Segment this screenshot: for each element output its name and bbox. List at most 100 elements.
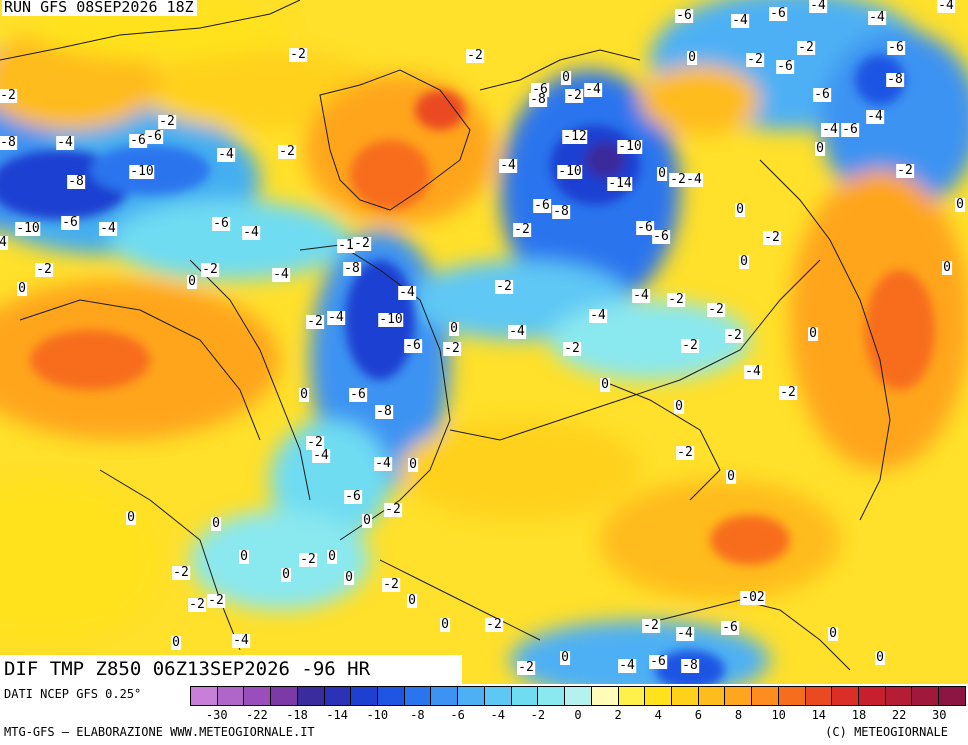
colorbar-tick-label: -30 [205,708,228,722]
colorbar-cell [351,687,379,705]
isoline-value-label: -4 [327,310,345,325]
colorbar-tick-label: -22 [246,708,268,722]
isoline-value-label: -10 [557,164,583,179]
isoline-value-label: 0 [211,516,221,531]
colorbar-cell [378,687,405,705]
isoline-value-label: -2 [563,341,581,356]
isoline-value-label: -4 [374,456,392,471]
colorbar-tick-label: -2 [530,708,546,722]
isoline-value-label: -4 [312,448,330,463]
isoline-value-label: -12 [562,129,588,144]
isoline-value-label: -4 [632,288,650,303]
colorbar-cell [858,687,886,705]
isoline-value-label: -4 [242,225,260,240]
colorbar-cell [805,687,833,705]
colorbar-labels: -30 -22 -18 -14 -10 -8 -6 -4 -2 0 2 4 6 8 10 14 18 22 30 [190,708,966,722]
isoline-value-label: 0 [875,650,885,665]
isoline-value-label: -4 [868,10,886,25]
isoline-value-label: -4 [589,308,607,323]
isoline-value-label: -2 [207,593,225,608]
isoline-value-label: -10 [15,221,41,236]
map-caption: DIF TMP Z850 06Z13SEP2026 -96 HR [0,655,462,684]
isoline-value-label: -2 [642,618,660,633]
isoline-value-label: 0 [815,141,825,156]
isoline-value-label: -8 [681,658,699,673]
isoline-value-label: 0 [657,166,667,181]
isoline-value-label: -10 [129,164,155,179]
isoline-value-label: -8 [529,92,547,107]
isoline-value-label: 0 [440,617,450,632]
isoline-value-label: -2 [676,445,694,460]
colorbar-cell [671,687,699,705]
isoline-value-label: -2 [896,163,914,178]
isoline-value-label: -4 [744,364,762,379]
borders-and-coastlines [0,0,891,671]
isoline-value-label: -4 [56,135,74,150]
isoline-value-label: -2 [201,262,219,277]
isoline-value-label: 0 [942,260,952,275]
colorbar-cell [725,687,753,705]
isoline-value-label: 0 [126,510,136,525]
isoline-value-label: 0 [735,202,745,217]
isoline-value-label: -02 [740,590,766,605]
isoline-value-label: -2 [746,52,764,67]
isoline-value-label: 0 [560,650,570,665]
colorbar-cell [538,687,566,705]
isoline-value-label: -4 [99,221,117,236]
isoline-value-label: -4 [272,267,290,282]
map-canvas [0,0,968,684]
colorbar-tick-label: 30 [932,708,947,722]
isoline-value-label: -2 [384,502,402,517]
isoline-value-label: -6 [769,6,787,21]
isoline-value-label: -4 [866,109,884,124]
isoline-value-label: -6 [129,133,147,148]
isoline-value-label: -4 [809,0,827,13]
colorbar-tick-label: 14 [811,708,827,722]
isoline-value-label: -8 [886,72,904,87]
isoline-value-label: 0 [674,399,684,414]
colorbar-cell [832,687,859,705]
isoline-value-label: -4 [676,626,694,641]
colorbar-tick-label: 4 [654,708,662,722]
isoline-value-label: -6 [636,220,654,235]
isoline-value-label: 0 [407,593,417,608]
isoline-value-label: 0 [187,274,197,289]
isoline-value-label: -6 [675,8,693,23]
colorbar-tick-label: 2 [614,708,622,722]
isoline-value-label: 0 [362,513,372,528]
colorbar-tick-label: -18 [286,708,308,722]
colorbar-tick-label: -10 [366,708,389,722]
colorbar-cell [271,687,298,705]
colorbar-tick-label: 22 [891,708,907,722]
isoline-value-label: -2 [707,302,725,317]
isoline-value-label: -2 [466,48,484,63]
isoline-value-label: -4 [685,172,703,187]
isoline-value-label: -8 [67,174,85,189]
isoline-value-label: -4 [584,82,602,97]
isoline-value-label: -2 [725,328,743,343]
colorbar-cell [912,687,940,705]
isoline-value-label: -2 [278,144,296,159]
isoline-value-label: -2 [289,47,307,62]
isoline-label-layer: -6 -4 -6 -4 -4 -4 -2 -2 0 -2 -6 -2 -6 -8 -2 -6 -8 -2 -4 0 -6… [0,0,965,675]
isoline-value-label: -2 [513,222,531,237]
isoline-value-label: 4 [0,235,8,250]
isoline-value-label: 0 [808,326,818,341]
isoline-value-label: -6 [887,40,905,55]
isoline-value-label: -4 [937,0,955,13]
colorbar-cell [458,687,485,705]
colorbar-cell [217,687,245,705]
colorbar-cell [752,687,779,705]
colorbar-tick-label: 10 [771,708,786,722]
isoline-value-label: 0 [281,567,291,582]
isoline-value-label: -10 [378,312,404,327]
isoline-value-label: -2 [35,262,53,277]
isoline-value-label: -2 [443,341,461,356]
isoline-value-label: 0 [955,197,965,212]
colorbar-cell [778,687,806,705]
isoline-value-label: -2 [495,279,513,294]
isoline-value-label: -2 [306,435,324,450]
isoline-value-label: -2 [353,236,371,251]
isoline-value-label: -2 [565,88,583,103]
colorbar-tick-label: 0 [574,708,582,722]
